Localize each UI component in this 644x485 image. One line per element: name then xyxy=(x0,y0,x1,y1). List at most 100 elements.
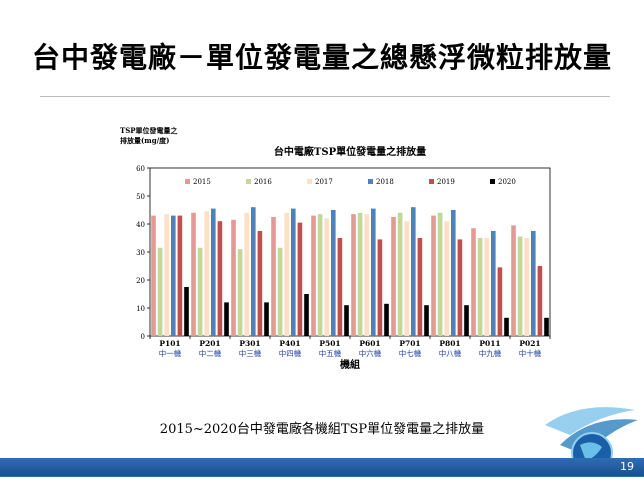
legend-swatch xyxy=(246,179,251,184)
bar xyxy=(197,247,203,336)
y-tick-label: 10 xyxy=(136,305,145,313)
x-tick-label: P201 xyxy=(199,339,220,348)
bar xyxy=(231,219,236,336)
bar xyxy=(537,266,543,336)
x-tick-sublabel: 中五機 xyxy=(319,348,342,358)
bar xyxy=(304,294,309,336)
bar xyxy=(371,208,376,336)
bar xyxy=(397,212,403,336)
bar xyxy=(344,305,349,336)
bar xyxy=(324,218,329,336)
x-tick-label: P101 xyxy=(159,339,180,348)
bar xyxy=(291,208,296,336)
bar xyxy=(451,210,456,336)
legend-label: 2018 xyxy=(376,178,394,186)
bar xyxy=(271,217,276,336)
bar xyxy=(417,238,423,336)
bar xyxy=(424,305,429,336)
bar xyxy=(457,239,463,336)
x-tick-sublabel: 中八機 xyxy=(439,348,462,358)
chart-title: 台中電廠TSP單位發電量之排放量 xyxy=(273,147,427,158)
bar xyxy=(471,228,476,336)
x-tick-sublabel: 中六機 xyxy=(359,348,382,358)
bar xyxy=(317,214,323,336)
bar xyxy=(404,221,409,336)
bar xyxy=(217,221,223,336)
y-tick-label: 60 xyxy=(136,165,145,173)
bar xyxy=(257,231,263,336)
bar xyxy=(391,217,396,336)
y-tick-label: 0 xyxy=(141,333,145,341)
bar xyxy=(204,211,209,336)
bar xyxy=(511,225,516,336)
bar xyxy=(364,214,369,336)
bar xyxy=(477,238,483,336)
x-tick-label: P401 xyxy=(279,339,300,348)
x-tick-label: P011 xyxy=(479,339,500,348)
footer-bar xyxy=(0,458,644,476)
bar xyxy=(284,212,289,336)
y-tick-label: 40 xyxy=(136,221,145,229)
x-tick-sublabel: 中三機 xyxy=(239,348,262,358)
legend-label: 2015 xyxy=(193,178,211,186)
page-number: 19 xyxy=(620,460,634,473)
x-axis-label: 機組 xyxy=(340,358,360,371)
slide-caption: 2015~2020台中發電廠各機組TSP單位發電量之排放量 xyxy=(159,422,485,437)
bar xyxy=(411,207,416,336)
x-tick-sublabel: 中一機 xyxy=(159,348,182,358)
x-tick-label: P501 xyxy=(319,339,340,348)
bar xyxy=(544,317,549,336)
bar xyxy=(251,207,256,336)
x-tick-sublabel: 中九機 xyxy=(479,348,502,358)
bar xyxy=(171,215,176,336)
slide-title: 台中發電廠－單位發電量之總懸浮微粒排放量 xyxy=(31,41,612,74)
bar xyxy=(524,238,529,336)
bar xyxy=(431,215,436,336)
bar xyxy=(331,210,336,336)
legend-label: 2016 xyxy=(254,178,272,186)
bar xyxy=(377,239,383,336)
x-tick-label: P701 xyxy=(399,339,420,348)
bar xyxy=(504,317,509,336)
bar xyxy=(337,238,343,336)
y-axis-label: TSP單位發電量之 排放量(mg/度) xyxy=(120,126,178,146)
legend-swatch xyxy=(490,179,495,184)
bar xyxy=(264,302,269,336)
legend-swatch xyxy=(185,179,190,184)
legend-swatch xyxy=(307,179,312,184)
legend-label: 2019 xyxy=(437,178,455,186)
x-tick-label: P601 xyxy=(359,339,380,348)
bar xyxy=(244,212,249,336)
x-tick-label: P801 xyxy=(439,339,460,348)
bar xyxy=(484,238,489,336)
bar xyxy=(384,303,389,336)
bar xyxy=(437,212,443,336)
bar-chart: 0 10 20 30 40 50 60 2015 2016 2017 2018 2019 2020 P10… xyxy=(136,165,551,371)
bar xyxy=(311,215,316,336)
bar xyxy=(277,247,283,336)
bar xyxy=(224,302,229,336)
bar xyxy=(237,249,243,336)
plot-area xyxy=(149,167,551,337)
x-tick-sublabel: 中二機 xyxy=(199,348,222,358)
legend-swatch xyxy=(429,179,434,184)
y-axis-label-line2: 排放量(mg/度) xyxy=(120,136,170,145)
globe-logo-icon xyxy=(545,407,638,474)
legend-swatch xyxy=(368,179,373,184)
y-axis-label-line1: TSP單位發電量之 xyxy=(120,126,178,135)
bar xyxy=(151,215,156,336)
x-tick-label: P301 xyxy=(239,339,260,348)
footer-strip xyxy=(0,476,644,485)
bar xyxy=(357,212,363,336)
x-tick-sublabel: 中七機 xyxy=(399,348,422,358)
bar xyxy=(191,212,196,336)
title-divider xyxy=(40,96,610,97)
x-tick-label: P021 xyxy=(519,339,540,348)
legend-label: 2020 xyxy=(498,178,516,186)
bar xyxy=(157,247,163,336)
y-tick-label: 50 xyxy=(136,193,145,201)
bar xyxy=(351,214,356,336)
bar xyxy=(464,305,469,336)
bar xyxy=(531,231,536,336)
